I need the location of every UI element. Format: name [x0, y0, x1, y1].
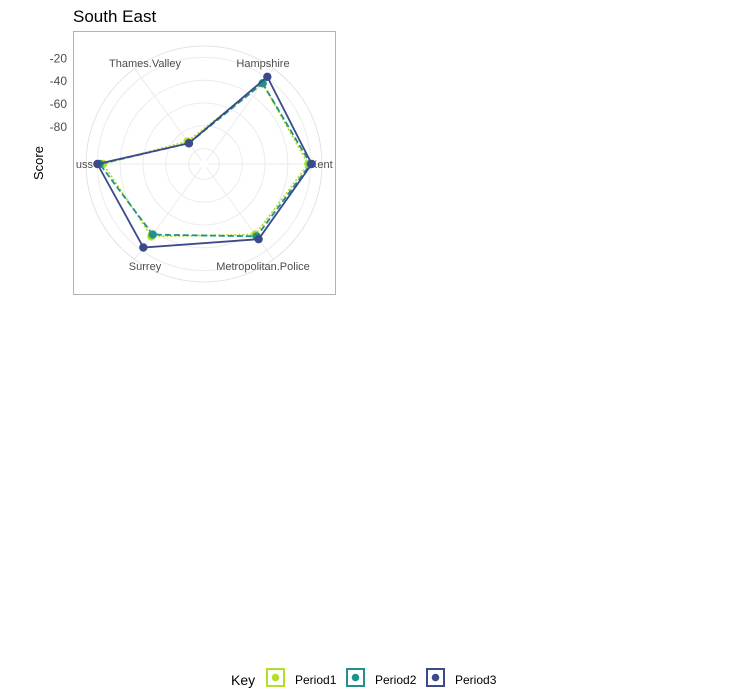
- radial-tick-label: -60: [50, 97, 68, 111]
- grid-spoke: [205, 166, 274, 260]
- data-point: [254, 234, 263, 244]
- legend-key-point: [351, 673, 360, 682]
- category-label: Hampshire: [236, 58, 289, 70]
- legend-key-point: [431, 673, 440, 682]
- plot-panel: [73, 31, 336, 295]
- radial-tick-labels: -20 -40 -60 -80: [50, 51, 68, 133]
- legend-item-period3: Period3: [426, 668, 497, 687]
- category-label: Kent: [310, 159, 333, 171]
- category-labels: Hampshire Kent Metropolitan.Police Surrey us…: [76, 58, 333, 273]
- legend: Key Period1 Period2 Period3: [231, 668, 497, 688]
- legend-label: Period3: [455, 673, 497, 687]
- category-label: Surrey: [129, 261, 162, 273]
- radial-tick-label: -40: [50, 74, 68, 88]
- data-point: [139, 243, 148, 252]
- data-point: [307, 159, 316, 169]
- data-point: [148, 230, 157, 239]
- data-point: [93, 159, 102, 169]
- radial-tick-label: -80: [50, 120, 68, 134]
- legend-item-period2: Period2: [346, 668, 417, 687]
- series-lines: [93, 72, 316, 252]
- category-label: Thames.Valley: [109, 58, 181, 70]
- y-axis-label: Score: [31, 146, 46, 180]
- radial-tick-label: -20: [50, 51, 68, 65]
- data-point: [258, 79, 267, 88]
- data-point: [184, 139, 194, 148]
- legend-title: Key: [231, 672, 255, 688]
- legend-label: Period1: [295, 673, 337, 687]
- legend-label: Period2: [375, 673, 417, 687]
- chart-title: South East: [73, 7, 156, 26]
- series-period3: [93, 72, 316, 252]
- legend-item-period1: Period1: [266, 668, 337, 687]
- data-point: [263, 72, 272, 82]
- category-label: uss: [76, 159, 94, 171]
- legend-key-point: [271, 673, 280, 682]
- category-label: Metropolitan.Police: [216, 261, 310, 273]
